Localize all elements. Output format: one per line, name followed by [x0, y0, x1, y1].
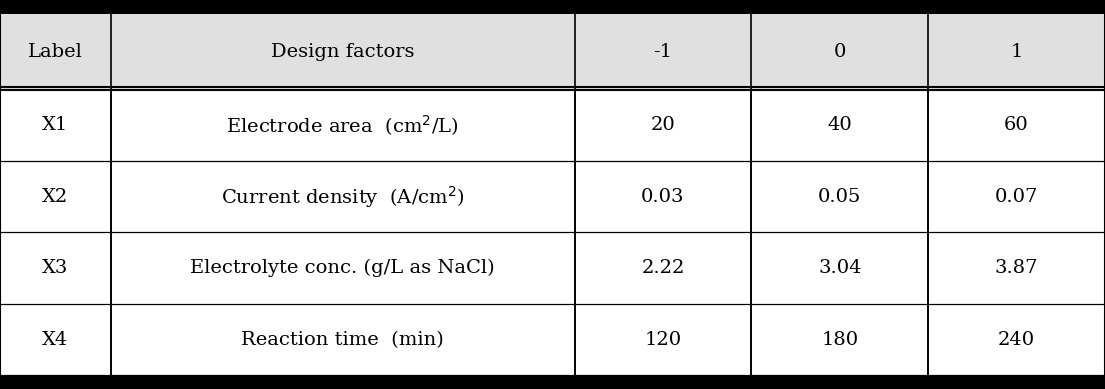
- Text: 180: 180: [821, 331, 859, 349]
- Text: 0.05: 0.05: [818, 188, 862, 206]
- Text: Reaction time  (min): Reaction time (min): [241, 331, 444, 349]
- Text: 3.04: 3.04: [818, 259, 862, 277]
- Text: 120: 120: [644, 331, 682, 349]
- Bar: [0, 0, 1105, 14]
- Text: X4: X4: [42, 331, 69, 349]
- Text: -1: -1: [653, 43, 673, 61]
- Text: Label: Label: [28, 43, 83, 61]
- Text: Design factors: Design factors: [271, 43, 414, 61]
- Text: 3.87: 3.87: [994, 259, 1039, 277]
- Text: Electrode area  (cm$^2$/L): Electrode area (cm$^2$/L): [227, 113, 459, 138]
- Text: 0.07: 0.07: [994, 188, 1039, 206]
- Text: X3: X3: [42, 259, 69, 277]
- Text: 240: 240: [998, 331, 1035, 349]
- Text: 2.22: 2.22: [641, 259, 685, 277]
- Text: Electrolyte conc. (g/L as NaCl): Electrolyte conc. (g/L as NaCl): [190, 259, 495, 277]
- Text: Current density  (A/cm$^2$): Current density (A/cm$^2$): [221, 184, 464, 210]
- Text: 40: 40: [828, 116, 852, 134]
- Text: 1: 1: [1010, 43, 1023, 61]
- Text: 20: 20: [651, 116, 675, 134]
- Text: 60: 60: [1004, 116, 1029, 134]
- Text: 0.03: 0.03: [641, 188, 685, 206]
- Text: X1: X1: [42, 116, 69, 134]
- Text: 0: 0: [833, 43, 846, 61]
- Bar: [0, 14, 1105, 89]
- Text: X2: X2: [42, 188, 69, 206]
- Bar: [0, 375, 1105, 389]
